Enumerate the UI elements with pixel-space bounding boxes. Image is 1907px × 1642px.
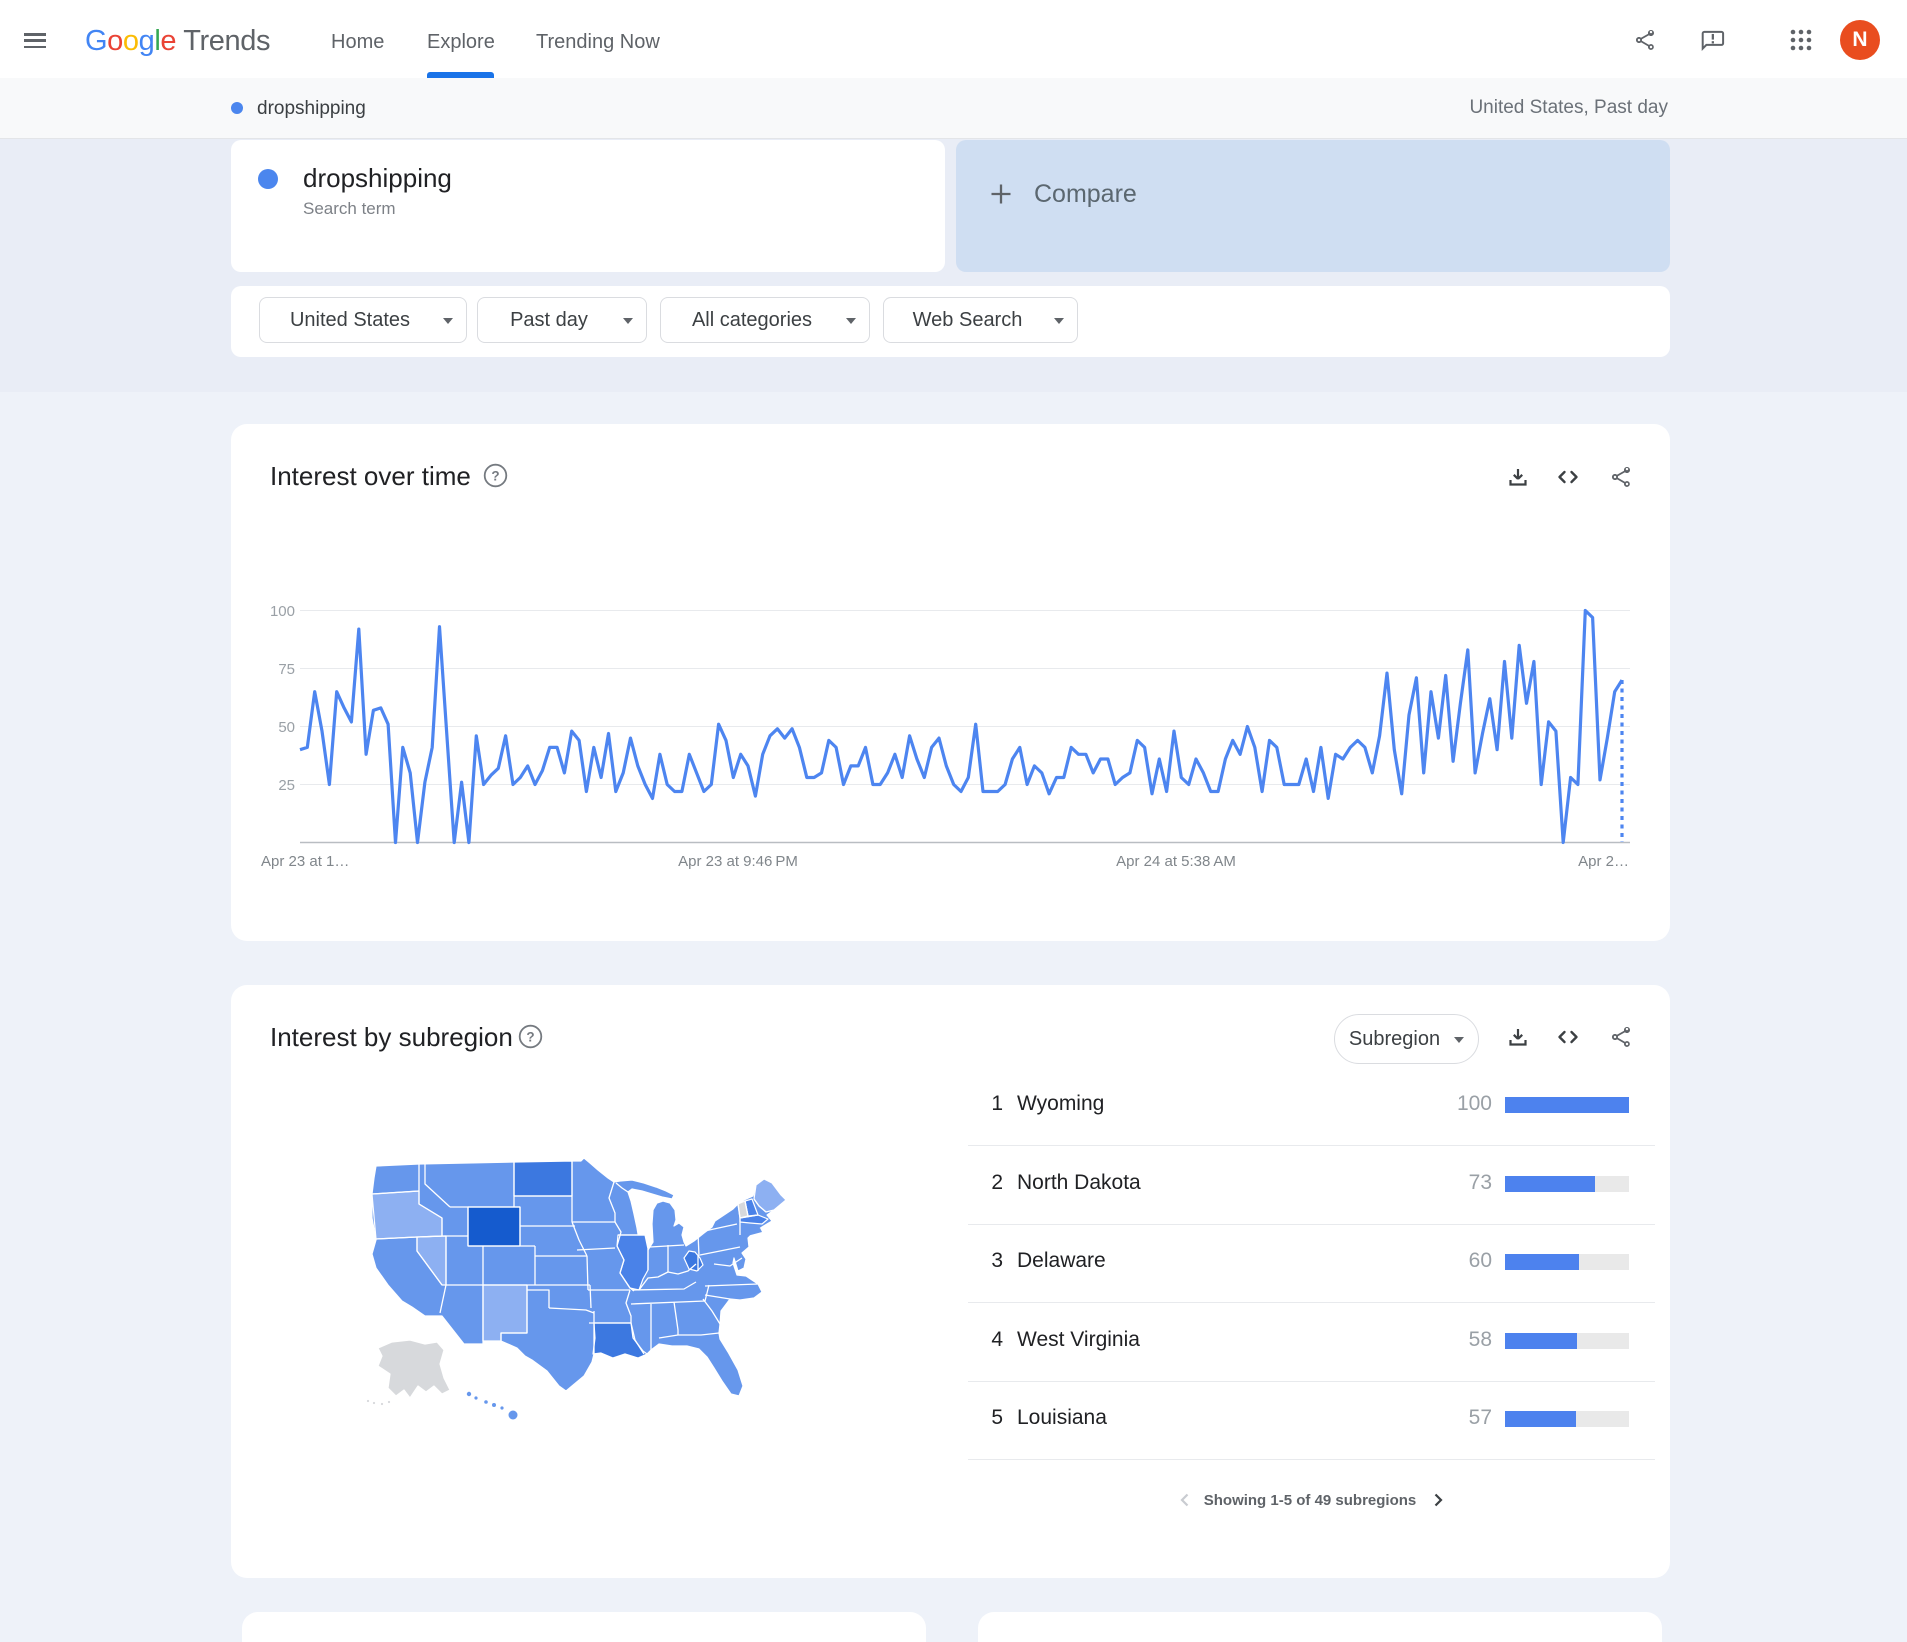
svg-text:Apr 2…: Apr 2…: [1578, 853, 1629, 870]
svg-text:75: 75: [278, 661, 295, 678]
svg-text:100: 100: [270, 603, 295, 620]
svg-text:?: ?: [491, 468, 499, 483]
svg-text:50: 50: [278, 719, 295, 736]
svg-text:Apr 23 at 1…: Apr 23 at 1…: [261, 853, 349, 870]
svg-text:?: ?: [526, 1029, 534, 1044]
svg-text:Apr 24 at 5:38 AM: Apr 24 at 5:38 AM: [1116, 853, 1236, 870]
svg-text:25: 25: [278, 777, 295, 794]
svg-text:Apr 23 at 9:46 PM: Apr 23 at 9:46 PM: [678, 853, 798, 870]
